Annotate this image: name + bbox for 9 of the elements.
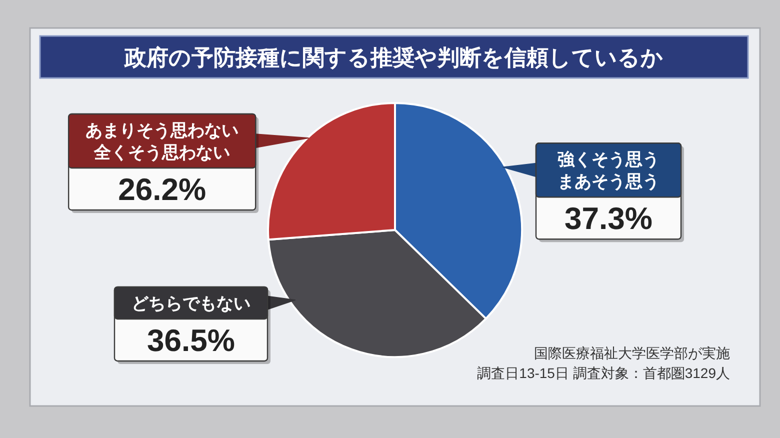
- data-label: 37.3%: [564, 201, 652, 236]
- slice-label: どちらでもない: [132, 294, 250, 313]
- data-label: 26.2%: [118, 172, 206, 208]
- text: 国際医療福祉大学医学部が実施: [534, 345, 730, 361]
- slice-label: あまりそう思わない全くそう思わない: [86, 121, 239, 162]
- slice-label: 強くそう思うまあそう思う: [558, 150, 660, 192]
- chart-title: 政府の予防接種に関する推奨や判断を信頼しているか: [124, 45, 664, 70]
- data-label: 36.5%: [147, 322, 235, 358]
- text: 調査日13-15日 調査対象：首都圏3129人: [477, 365, 730, 381]
